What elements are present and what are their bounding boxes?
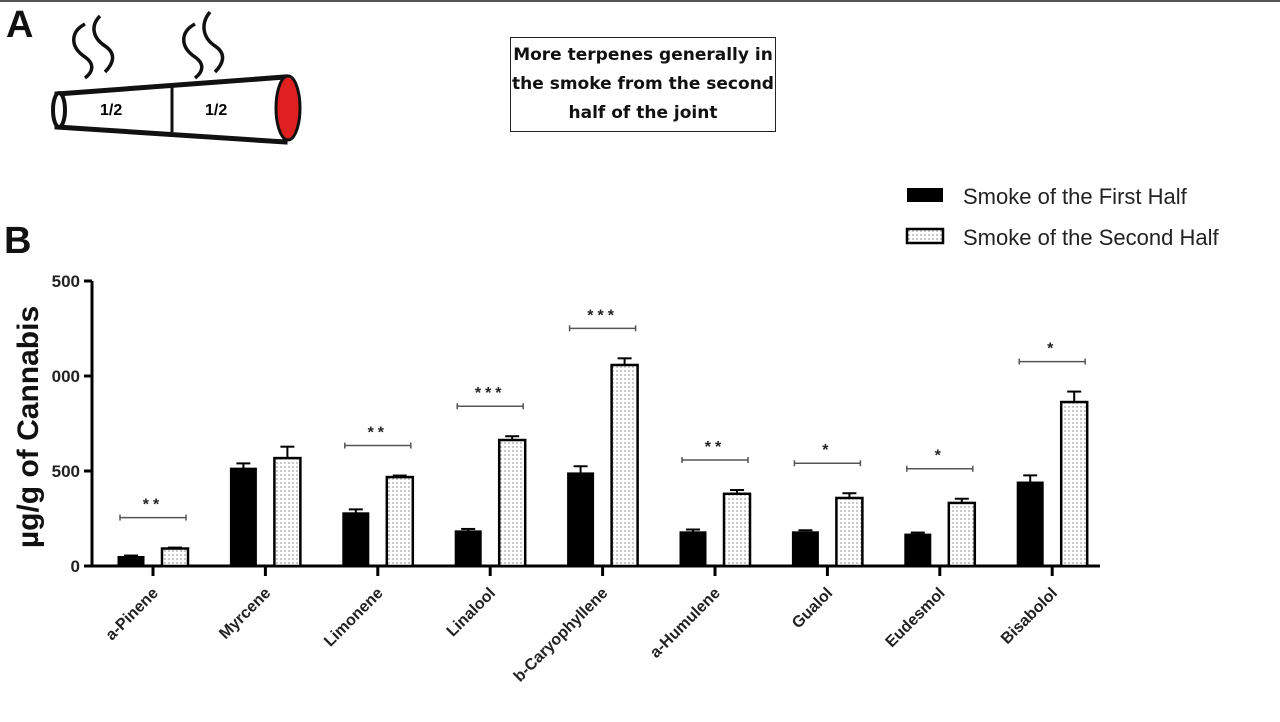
y-tick-label: 0 xyxy=(71,557,80,576)
bar-second-half xyxy=(273,456,302,568)
x-tick-label: Eudesmol xyxy=(883,585,949,651)
bar-second-half xyxy=(947,501,977,568)
bar-second-half xyxy=(160,547,190,568)
bar-second-half xyxy=(1059,400,1089,568)
bar-first-half xyxy=(904,533,932,567)
bar-first-half xyxy=(117,556,145,567)
panel-a-label: A xyxy=(6,4,34,46)
y-tick-label: 000 xyxy=(52,367,80,386)
x-tick-label: b-Caryophyllene xyxy=(511,585,612,686)
legend-label-second: Smoke of the Second Half xyxy=(963,225,1219,250)
annotation-box: More terpenes generally in the smoke fro… xyxy=(510,37,776,132)
significance-marker: *** xyxy=(587,307,618,324)
x-tick-label: Limonene xyxy=(321,585,387,651)
legend-swatch-second xyxy=(905,227,945,245)
bar-first-half xyxy=(679,531,707,567)
joint-filter xyxy=(51,91,67,129)
x-tick-label: Bisabolol xyxy=(998,585,1061,648)
significance-marker: * xyxy=(935,448,945,465)
x-tick-label: Gualol xyxy=(789,585,836,632)
legend: Smoke of the First Half Smoke of the Sec… xyxy=(905,184,1219,250)
significance-marker: ** xyxy=(368,425,388,442)
bar-second-half xyxy=(385,475,415,568)
bar-first-half xyxy=(791,531,819,567)
significance-marker: * xyxy=(1047,341,1057,358)
significance-marker: * xyxy=(822,442,832,459)
joint-illustration: 1/2 1/2 xyxy=(51,10,302,145)
bar-first-half xyxy=(342,512,370,567)
bar-second-half xyxy=(497,438,527,568)
x-tick-label: Linalool xyxy=(444,585,499,640)
x-tick-label: a-Humulene xyxy=(647,585,724,662)
joint-tip xyxy=(274,74,302,142)
significance-marker: *** xyxy=(475,385,506,402)
left-half-label: 1/2 xyxy=(100,102,122,119)
bar-second-half xyxy=(722,492,752,568)
panel-b-label: B xyxy=(4,220,32,262)
y-tick-label: 500 xyxy=(52,272,80,291)
significance-marker: ** xyxy=(143,497,163,514)
y-axis-label: µg/g of Cannabis xyxy=(12,306,45,548)
bar-second-half xyxy=(835,496,864,568)
right-half-label: 1/2 xyxy=(205,102,227,119)
bar-second-half xyxy=(610,363,639,568)
bar-first-half xyxy=(454,530,482,567)
bar-first-half xyxy=(567,472,595,567)
bar-first-half xyxy=(229,467,257,567)
bar-first-half xyxy=(1016,481,1044,567)
annotation-text: More terpenes generally in the smoke fro… xyxy=(512,45,774,123)
legend-label-first: Smoke of the First Half xyxy=(963,184,1188,209)
legend-swatch-first xyxy=(907,188,943,202)
y-tick-label: 500 xyxy=(52,462,80,481)
significance-marker: ** xyxy=(705,439,725,456)
smoke-icon xyxy=(72,10,225,80)
x-tick-label: Myrcene xyxy=(216,585,274,643)
x-tick-label: a-Pinene xyxy=(103,585,162,644)
